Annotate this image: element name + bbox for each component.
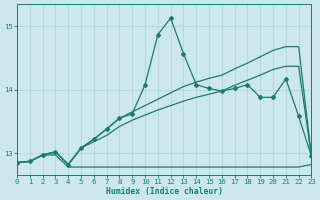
X-axis label: Humidex (Indice chaleur): Humidex (Indice chaleur) [106, 187, 223, 196]
